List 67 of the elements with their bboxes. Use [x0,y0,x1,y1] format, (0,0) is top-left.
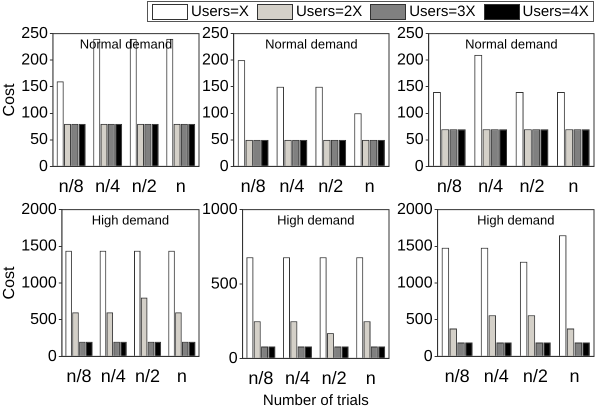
y-tick-label: 0 [38,158,48,175]
chart-title: Normal demand [265,36,358,52]
y-tick-label: 500 [30,311,57,328]
x-tick-label: n [569,366,580,386]
x-tick-label: n/8 [248,368,274,388]
x-tick-label: n/8 [58,176,84,196]
x-tick-label: n/2 [322,368,347,388]
chart-title: Normal demand [465,36,558,52]
x-tick-label: n/4 [284,368,310,388]
y-tick-label: 200 [396,52,424,69]
y-tick-label: 50 [406,131,424,148]
x-tick-label: n/2 [522,366,548,386]
x-tick-label: n [364,176,375,196]
x-tick-label: n/8 [436,176,462,196]
y-tick-label: 0 [228,350,238,367]
x-tick-label: n/8 [66,366,92,386]
legend-label: Users=2X [296,3,362,20]
y-tick-label: 100 [202,104,229,122]
y-tick-label: 150 [396,78,424,96]
chart-title: High demand [277,212,354,228]
x-tick-label: n [366,368,376,388]
y-tick-label: 50 [210,131,229,148]
chart-title: High demand [92,212,170,228]
y-tick-label: 2000 [397,201,433,218]
y-tick-label: 1000 [397,274,433,292]
y-tick-label: 500 [406,311,433,328]
y-axis-title: Cost [1,266,18,300]
y-tick-label: 0 [48,348,57,365]
x-tick-label: n/8 [444,366,470,386]
y-tick-label: 200 [202,52,229,69]
y-tick-label: 150 [202,78,229,96]
series-label: Users=X [191,3,249,20]
y-tick-label: 150 [21,78,48,96]
y-tick-label: 1500 [21,238,57,255]
y-tick-label: 250 [396,25,424,42]
y-tick-label: 0 [424,348,433,365]
x-tick-label: n/4 [279,176,304,196]
x-tick-label: n/4 [95,176,120,196]
y-tick-label: 100 [21,104,48,122]
y-tick-label: 2000 [21,201,57,218]
x-tick-label: n [568,176,578,196]
y-tick-label: 100 [396,104,424,122]
y-tick-label: 1000 [202,201,238,218]
y-tick-label: 250 [21,25,48,42]
y-tick-label: 0 [414,158,424,175]
x-tick-label: n/2 [318,176,344,196]
y-tick-label: 500 [210,275,238,292]
y-tick-label: 1000 [21,274,57,292]
chart-title: High demand [477,212,554,228]
y-tick-label: 50 [30,131,48,148]
y-tick-label: 1500 [397,238,433,255]
y-axis-title: Cost [1,83,18,116]
x-axis-title: Number of trials [262,392,369,410]
x-tick-label: n/2 [132,176,157,196]
x-tick-label: n/4 [478,176,504,196]
y-tick-label: 0 [220,158,229,175]
x-tick-label: n/4 [484,366,509,386]
legend-label: Users=4X [522,3,589,20]
y-tick-label: 250 [202,25,229,42]
x-tick-label: n/8 [240,176,266,196]
x-tick-label: n/2 [519,176,545,196]
x-tick-label: n/2 [135,366,160,386]
y-tick-label: 200 [21,52,48,69]
x-tick-label: n/4 [100,366,126,386]
legend-label: Users=3X [409,3,476,20]
x-tick-label: n [176,176,186,196]
x-tick-label: n [176,366,187,386]
